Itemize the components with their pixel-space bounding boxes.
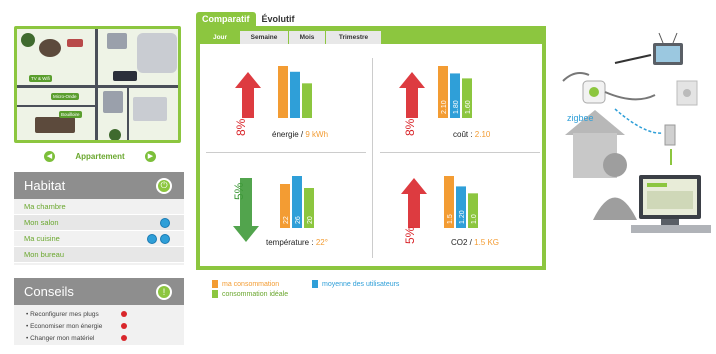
legend-swatch	[212, 290, 218, 298]
period-tabs: Jour Semaine Mois Trimestre	[200, 30, 542, 44]
chart-legend: ma consommation moyenne des utilisateurs…	[212, 280, 462, 302]
habitat-header: Habitat ⏻	[14, 172, 184, 199]
metric-label-energie: énergie / 9 kWh	[272, 130, 329, 139]
wall-socket-icon	[676, 80, 698, 106]
room-label: Ma chambre	[24, 202, 66, 211]
alert-icon	[121, 323, 127, 329]
plant-icon	[109, 129, 121, 140]
tip-item[interactable]: • Changer mon matériel	[14, 332, 184, 344]
chevron-left-icon: ◀	[46, 153, 53, 160]
metric-label-co2: CO2 / 1.5 KG	[451, 238, 500, 247]
legend-swatch	[312, 280, 318, 288]
usb-dongle-icon	[664, 124, 676, 146]
sink-icon	[137, 33, 177, 73]
floorplan[interactable]: TV & Wifi Micro-Onde Bouilloire	[14, 26, 181, 143]
tip-item[interactable]: • Economiser mon énergie	[14, 320, 184, 332]
kitchen-icon	[103, 91, 123, 113]
plug-label-bouilloire[interactable]: Bouilloire	[59, 111, 82, 118]
metric-label-temperature: température : 22°	[266, 238, 328, 247]
subtab-mois[interactable]: Mois	[289, 31, 325, 44]
shower-icon	[107, 33, 127, 49]
legend-item: ma consommation	[212, 280, 279, 288]
room-label: Mon salon	[24, 218, 59, 227]
tab-evolutif[interactable]: Évolutif	[255, 12, 301, 26]
plug-icon[interactable]	[160, 218, 170, 228]
tab-comparatif[interactable]: Comparatif	[196, 12, 256, 26]
computer-icon	[631, 175, 711, 233]
conseils-header: Conseils !	[14, 278, 184, 305]
plant-icon	[21, 33, 35, 47]
legend-item: consommation idéale	[212, 290, 288, 298]
info-icon[interactable]: !	[156, 283, 172, 300]
tip-item[interactable]: • Reconfigurer mes plugs	[14, 308, 184, 320]
person-icon	[593, 153, 637, 220]
previous-button[interactable]: ◀	[44, 150, 55, 162]
quadrant-divider	[372, 58, 373, 258]
tv-icon	[113, 71, 137, 81]
floorplan-nav: ◀ Appartement ▶	[44, 150, 156, 162]
floorplan-caption: Appartement	[75, 151, 125, 161]
change-percent: 5%	[403, 226, 417, 244]
bed-icon	[133, 97, 167, 121]
legend-swatch	[212, 280, 218, 288]
change-percent: 8%	[403, 118, 417, 136]
chevron-right-icon: ▶	[147, 153, 154, 160]
change-percent: 5%	[232, 182, 246, 200]
alert-icon	[121, 311, 127, 317]
conseils-title: Conseils	[24, 284, 74, 299]
habitat-title: Habitat	[24, 178, 66, 193]
plug-icon[interactable]	[147, 234, 157, 244]
setup-illustration: zigbee	[562, 32, 711, 233]
plan-wall	[95, 29, 98, 140]
room-label: Ma cuisine	[24, 234, 60, 243]
plug-icon[interactable]	[160, 234, 170, 244]
plug-icon	[562, 72, 656, 104]
legend-item: moyenne des utilisateurs	[312, 280, 399, 288]
room-label: Mon bureau	[24, 250, 65, 259]
room-item-bureau[interactable]: Mon bureau	[14, 247, 184, 263]
zigbee-label: zigbee	[567, 113, 594, 123]
habitat-room-list: Ma chambre Mon salon Ma cuisine Mon bure…	[14, 199, 184, 265]
desk-icon	[35, 117, 75, 133]
plan-wall	[127, 85, 129, 140]
quadrant-divider	[206, 152, 366, 153]
chair-icon	[67, 39, 83, 47]
tip-label: • Economiser mon énergie	[26, 322, 103, 330]
subtab-trimestre[interactable]: Trimestre	[326, 31, 381, 44]
view-tabs: Comparatif Évolutif	[196, 12, 301, 26]
plug-label-micro-onde[interactable]: Micro-Onde	[51, 93, 79, 100]
quadrant-divider	[380, 152, 540, 153]
tip-label: • Reconfigurer mes plugs	[26, 310, 99, 318]
plug-icon[interactable]: ⏻	[156, 177, 172, 194]
table-icon	[39, 39, 61, 57]
room-item-cuisine[interactable]: Ma cuisine	[14, 231, 184, 247]
metric-label-cout: coût : 2.10	[453, 130, 491, 139]
subtab-semaine[interactable]: Semaine	[240, 31, 288, 44]
room-item-chambre[interactable]: Ma chambre	[14, 199, 184, 215]
tv-icon	[653, 32, 683, 65]
plan-wall	[17, 85, 178, 88]
subtab-jour[interactable]: Jour	[201, 31, 239, 44]
conseils-list: • Reconfigurer mes plugs • Economiser mo…	[14, 305, 184, 345]
tip-label: • Changer mon matériel	[26, 334, 95, 342]
chart-frame	[196, 26, 546, 270]
change-percent: 8%	[234, 118, 248, 136]
next-button[interactable]: ▶	[145, 150, 156, 162]
plug-label-tv-wifi[interactable]: TV & Wifi	[29, 75, 52, 82]
room-item-salon[interactable]: Mon salon	[14, 215, 184, 231]
alert-icon	[121, 335, 127, 341]
plan-wall	[17, 105, 95, 107]
